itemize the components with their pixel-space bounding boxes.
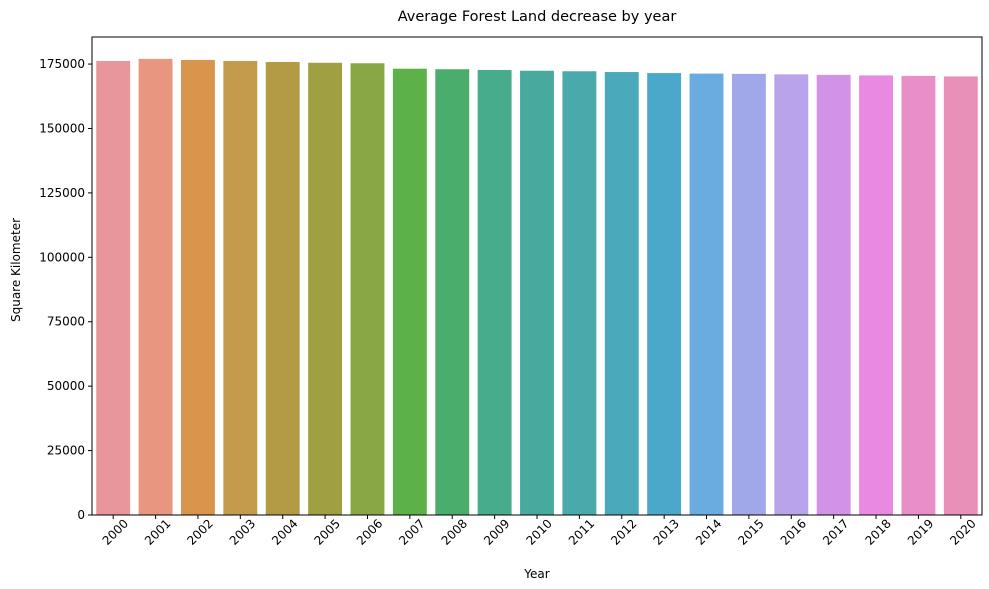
x-tick-label: 2013 xyxy=(651,516,682,547)
bar-2005 xyxy=(308,62,343,516)
bar-2011 xyxy=(562,71,597,515)
x-tick-label: 2018 xyxy=(862,516,893,547)
bars xyxy=(96,58,978,516)
bar-2001 xyxy=(138,58,173,516)
y-tick-label: 25000 xyxy=(47,444,85,458)
bar-2003 xyxy=(223,60,258,516)
y-tick-label: 0 xyxy=(77,508,85,522)
bar-2000 xyxy=(96,60,131,516)
x-tick-label: 2001 xyxy=(142,516,173,547)
y-tick-label: 125000 xyxy=(39,186,85,200)
chart-title: Average Forest Land decrease by year xyxy=(398,9,677,25)
x-tick-label: 2016 xyxy=(778,516,809,547)
x-tick-label: 2012 xyxy=(608,516,639,547)
x-tick-label: 2010 xyxy=(523,516,554,547)
x-tick-label: 2002 xyxy=(184,516,215,547)
bar-2004 xyxy=(265,61,300,515)
y-tick-label: 175000 xyxy=(39,57,85,71)
plot-frame xyxy=(91,36,983,516)
x-tick-label: 2017 xyxy=(820,516,851,547)
x-tick-label: 2014 xyxy=(693,516,724,547)
x-tick-label: 2020 xyxy=(947,516,978,547)
bar-2010 xyxy=(520,70,554,515)
x-axis: 2000 2001 2002 2003 2004 2005 2006 2007 2008 2009… xyxy=(100,515,979,548)
y-tick-label: 150000 xyxy=(39,121,85,135)
bar-2007 xyxy=(392,68,427,515)
x-tick-label: 2004 xyxy=(269,516,300,547)
x-tick-label: 2005 xyxy=(312,516,343,547)
bar-2018 xyxy=(859,75,893,516)
x-tick-label: 2009 xyxy=(481,516,512,547)
bar-2012 xyxy=(604,72,639,516)
bar-2008 xyxy=(435,69,470,516)
y-axis: 0 25000 50000 75000 100000 125000 150000 175000 xyxy=(39,57,92,522)
x-tick-label: 2008 xyxy=(439,516,470,547)
bar-2019 xyxy=(901,75,936,515)
bar-2006 xyxy=(350,63,385,515)
x-axis-label: Year xyxy=(523,567,549,581)
bar-2015 xyxy=(731,73,766,516)
x-tick-label: 2003 xyxy=(227,516,258,547)
x-tick-label: 2006 xyxy=(354,516,385,547)
bar-2020 xyxy=(943,76,978,515)
x-tick-label: 2015 xyxy=(735,516,766,547)
bar-2017 xyxy=(816,74,851,515)
y-tick-label: 100000 xyxy=(39,250,85,264)
bar-2014 xyxy=(689,73,724,516)
y-tick-label: 50000 xyxy=(47,379,85,393)
x-tick-label: 2019 xyxy=(905,516,936,547)
x-tick-label: 2011 xyxy=(566,516,597,547)
bar-2016 xyxy=(774,74,809,515)
bar-2002 xyxy=(181,59,215,516)
bar-2009 xyxy=(477,69,512,516)
x-tick-label: 2007 xyxy=(396,516,427,547)
y-tick-label: 75000 xyxy=(47,315,85,329)
x-tick-label: 2000 xyxy=(100,516,131,547)
bar-2013 xyxy=(647,73,682,515)
y-axis-label: Square Kilometer xyxy=(9,218,23,322)
